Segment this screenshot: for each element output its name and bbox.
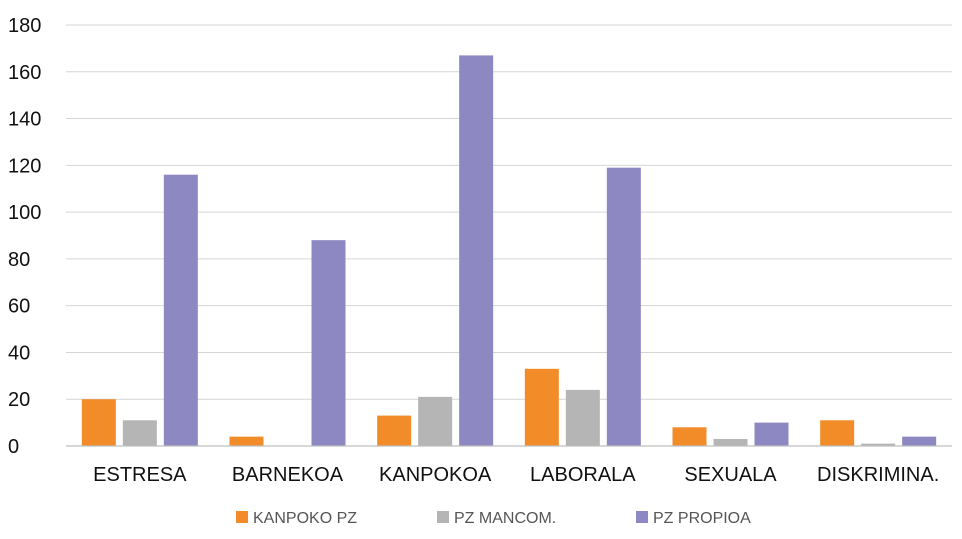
y-tick-label: 60 bbox=[8, 296, 30, 318]
legend-swatch bbox=[236, 511, 248, 523]
bar-sexuala-series-2 bbox=[713, 438, 748, 446]
x-tick-label: KANPOKOA bbox=[379, 464, 492, 486]
y-tick-label: 140 bbox=[8, 109, 41, 131]
y-tick-label: 180 bbox=[8, 15, 41, 37]
bars bbox=[81, 55, 937, 447]
y-tick-label: 80 bbox=[8, 249, 30, 271]
x-axis-tick-labels: ESTRESA BARNEKOA KANPOKOA LABORALA SEXUALA DI… bbox=[93, 464, 939, 486]
x-tick-label: ESTRESA bbox=[93, 464, 187, 486]
y-tick-label: 160 bbox=[8, 62, 41, 84]
legend-swatch bbox=[636, 511, 648, 523]
y-tick-label: 40 bbox=[8, 342, 30, 364]
bar-laborala-series-2 bbox=[565, 389, 600, 446]
legend-label: PZ MANCOM. bbox=[454, 510, 556, 527]
bar-diskrimina-series-1 bbox=[820, 420, 855, 446]
legend-label: KANPOKO PZ bbox=[253, 510, 357, 527]
bar-kanpokoa-series-1 bbox=[377, 415, 412, 446]
y-axis-tick-labels: 0 20 40 60 80 100 120 140 160 180 bbox=[8, 15, 41, 458]
x-tick-label: BARNEKOA bbox=[232, 464, 344, 486]
bar-diskrimina-series-3 bbox=[902, 436, 937, 446]
bar-laborala-series-1 bbox=[524, 368, 559, 446]
bar-estresa-series-1 bbox=[81, 399, 116, 446]
legend-swatch bbox=[437, 511, 449, 523]
y-tick-label: 120 bbox=[8, 155, 41, 177]
bar-estresa-series-2 bbox=[122, 420, 157, 446]
legend: KANPOKO PZ PZ MANCOM. PZ PROPIOA bbox=[236, 510, 751, 527]
x-tick-label: SEXUALA bbox=[684, 464, 777, 486]
bar-sexuala-series-3 bbox=[754, 422, 789, 446]
y-tick-label: 100 bbox=[8, 202, 41, 224]
y-tick-label: 0 bbox=[8, 436, 19, 458]
y-tick-label: 20 bbox=[8, 389, 30, 411]
bar-estresa-series-3 bbox=[163, 174, 198, 446]
gridlines bbox=[66, 24, 952, 400]
legend-label: PZ PROPIOA bbox=[653, 510, 751, 527]
x-tick-label: LABORALA bbox=[530, 464, 636, 486]
bar-kanpokoa-series-3 bbox=[459, 55, 494, 447]
bar-sexuala-series-1 bbox=[672, 427, 707, 446]
bar-barnekoa-series-1 bbox=[229, 436, 264, 446]
bar-kanpokoa-series-2 bbox=[418, 396, 453, 446]
x-tick-label: DISKRIMINA. bbox=[817, 464, 939, 486]
bar-diskrimina-series-2 bbox=[861, 443, 896, 446]
bar-laborala-series-3 bbox=[606, 167, 641, 446]
bar-barnekoa-series-3 bbox=[311, 240, 346, 446]
